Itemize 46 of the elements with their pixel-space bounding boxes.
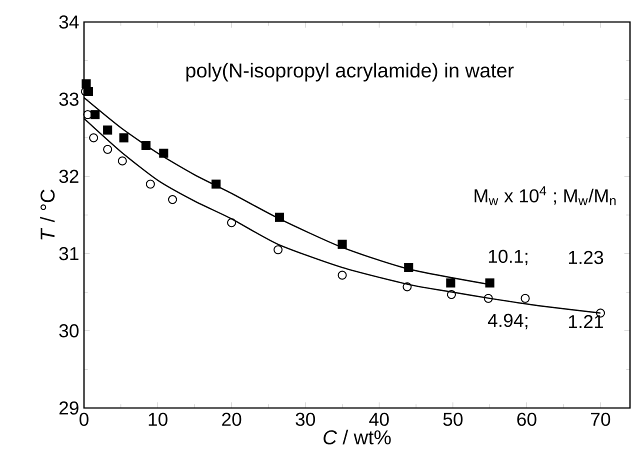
point xyxy=(404,262,414,272)
point xyxy=(212,180,221,189)
point xyxy=(103,144,112,154)
point xyxy=(103,126,112,135)
point xyxy=(159,148,168,158)
annotation: 10.1; xyxy=(488,250,528,266)
point xyxy=(119,133,128,142)
point xyxy=(118,156,127,166)
point xyxy=(485,278,494,288)
point xyxy=(141,140,151,150)
annotation: M$_{w}$ x 10$^{4}$ ; M$_{w}$/M$_{n}$ xyxy=(474,186,616,206)
point xyxy=(274,212,284,222)
point xyxy=(402,282,412,292)
y-tick-label: 31 xyxy=(59,246,78,260)
y-tick-label: 29 xyxy=(59,401,78,415)
x-tick-label: 10 xyxy=(148,412,168,426)
point xyxy=(484,294,493,303)
y-tick-label: 34 xyxy=(59,15,79,29)
x-axis-title: C / wt% xyxy=(324,430,391,444)
annotation: 4.94; xyxy=(488,314,528,330)
point xyxy=(338,270,347,280)
point xyxy=(274,245,283,254)
point xyxy=(168,195,178,204)
y-tick-label: 30 xyxy=(59,324,79,338)
annotation: 1.21 xyxy=(568,315,603,328)
x-tick-label: 60 xyxy=(517,412,536,426)
x-tick-label: 40 xyxy=(369,412,389,426)
point xyxy=(89,133,98,142)
x-tick-label: 20 xyxy=(222,412,242,426)
y-tick-label: 33 xyxy=(59,92,78,106)
x-tick-label: 50 xyxy=(443,412,463,426)
x-tick-label: 30 xyxy=(296,412,316,426)
point xyxy=(446,290,456,300)
x-tick-label: 0 xyxy=(80,412,88,426)
point xyxy=(146,180,155,189)
y-tick-label: 32 xyxy=(59,170,78,184)
annotation: 1.23 xyxy=(568,250,604,264)
point xyxy=(90,110,100,120)
y-axis-title: T / °C xyxy=(40,190,55,240)
x-tick-label: 70 xyxy=(591,412,610,426)
text: poly(N-isopropyl acrylamide) in water xyxy=(186,62,514,82)
point xyxy=(338,240,347,249)
point xyxy=(520,294,530,303)
point xyxy=(446,278,456,288)
point xyxy=(82,79,91,88)
point xyxy=(227,218,236,228)
